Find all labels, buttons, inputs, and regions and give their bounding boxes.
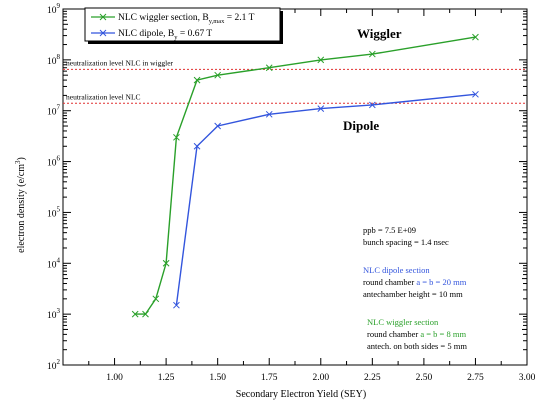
x-tick-label: 1.50 xyxy=(209,373,226,383)
y-axis-label: electron density (e/cm3) xyxy=(14,157,27,253)
y-tick-label: 102 xyxy=(47,358,61,372)
data-point xyxy=(317,56,325,64)
wiggler-chamber: round chamber a = b = 8 mm xyxy=(367,329,466,339)
data-point-stroke xyxy=(142,310,149,318)
param-bunch-spacing: bunch spacing = 1.4 nsec xyxy=(363,237,449,247)
legend-wiggler-tail: = 2.1 T xyxy=(224,13,254,23)
x-tick-label: 2.50 xyxy=(416,373,433,383)
x-tick-label: 3.00 xyxy=(519,373,536,383)
dipole-antechamber: antechamber height = 10 mm xyxy=(363,289,463,299)
data-point-stroke xyxy=(173,301,180,309)
y-tick-label: 104 xyxy=(47,256,61,270)
legend-box xyxy=(84,7,281,42)
wiggler-chamber-value: a = b = 8 mm xyxy=(420,329,466,339)
legend-wiggler-label: NLC wiggler section, By,max = 2.1 T xyxy=(118,13,255,25)
reference-lines: neutralization level NLC in wiggler neutr… xyxy=(63,58,527,104)
data-point xyxy=(368,50,376,58)
data-point-stroke xyxy=(368,101,376,109)
data-point xyxy=(214,122,222,130)
data-point xyxy=(265,64,273,72)
data-point-stroke xyxy=(152,295,160,303)
y-axis-label-main: electron density (e/cm xyxy=(16,164,27,253)
y-tick-label: 103 xyxy=(47,307,61,321)
data-point xyxy=(265,110,273,118)
y-tick-label: 106 xyxy=(47,155,61,169)
data-point xyxy=(193,142,201,150)
data-point xyxy=(173,301,180,309)
dipole-chamber: round chamber a = b = 20 mm xyxy=(363,277,467,287)
wiggler-antechamber: antech. on both sides = 5 mm xyxy=(367,341,467,351)
data-point xyxy=(472,33,479,41)
wiggler-section-title: NLC wiggler section xyxy=(367,317,439,327)
data-point-stroke xyxy=(317,56,325,64)
data-point xyxy=(131,310,139,318)
legend-wiggler-sub: y,max xyxy=(209,18,225,25)
data-point-stroke xyxy=(368,50,376,58)
dipole-chamber-value: a = b = 20 mm xyxy=(416,277,466,287)
legend-wiggler-main: NLC wiggler section, B xyxy=(118,13,209,23)
y-tick-label: 105 xyxy=(47,205,61,219)
legend-wiggler-marker xyxy=(99,13,107,21)
data-point xyxy=(173,133,180,141)
x-tick-label: 1.25 xyxy=(158,373,175,383)
series-layer xyxy=(131,33,479,318)
data-point xyxy=(368,101,376,109)
data-point-stroke xyxy=(214,122,222,130)
parameters-block: ppb = 7.5 E+09 bunch spacing = 1.4 nsec … xyxy=(363,225,467,351)
data-point-stroke xyxy=(131,310,139,318)
param-ppb: ppb = 7.5 E+09 xyxy=(363,225,416,235)
legend-dipole-tail: = 0.67 T xyxy=(177,29,212,39)
data-point-stroke xyxy=(265,64,273,72)
data-point xyxy=(162,259,170,267)
data-point-stroke xyxy=(472,33,479,41)
dipole-chamber-prefix: round chamber xyxy=(363,277,416,287)
data-point-stroke xyxy=(472,90,479,98)
x-tick-label: 1.00 xyxy=(106,373,123,383)
wiggler-annotation: Wiggler xyxy=(357,26,402,41)
data-point xyxy=(142,310,149,318)
x-tick-label: 2.00 xyxy=(312,373,329,383)
legend-dipole-sub: y xyxy=(174,34,178,41)
data-point xyxy=(214,71,222,79)
y-tick-label: 109 xyxy=(47,2,61,16)
legend-dipole-label: NLC dipole, By = 0.67 T xyxy=(118,29,212,41)
neutralization-label: neutralization level NLC xyxy=(66,92,141,101)
data-point xyxy=(317,105,325,112)
data-point-stroke xyxy=(317,105,325,112)
data-point-stroke xyxy=(265,110,273,118)
x-tick-label: 2.75 xyxy=(467,373,484,383)
data-point-stroke xyxy=(173,133,180,141)
wiggler-chamber-prefix: round chamber xyxy=(367,329,420,339)
y-tick-label: 107 xyxy=(47,104,61,118)
y-tick-label: 108 xyxy=(47,53,61,67)
x-axis-label: Secondary Electron Yield (SEY) xyxy=(236,389,366,400)
dipole-section-title: NLC dipole section xyxy=(363,265,430,275)
data-point-stroke xyxy=(214,71,222,79)
data-point-stroke xyxy=(162,259,170,267)
data-point xyxy=(193,76,201,84)
neutralization-label: neutralization level NLC in wiggler xyxy=(66,58,174,67)
y-axis-label-tail: ) xyxy=(16,157,27,160)
axis-ticks: 1.00 1.25 1.50 1.75 2.00 2.25 2.50 2.75 3.00 102 1… xyxy=(47,2,536,383)
data-point-stroke xyxy=(193,76,201,84)
data-point-stroke xyxy=(193,142,201,150)
data-point xyxy=(472,90,479,98)
data-point xyxy=(152,295,160,303)
legend: NLC wiggler section, By,max = 2.1 T NLC … xyxy=(84,7,283,44)
x-tick-label: 1.75 xyxy=(261,373,278,383)
legend-dipole-main: NLC dipole, B xyxy=(118,29,174,39)
legend-dipole-marker xyxy=(99,29,107,37)
series-line xyxy=(175,93,476,306)
y-axis-label-sup: 3 xyxy=(14,160,22,164)
x-tick-label: 2.25 xyxy=(364,373,381,383)
dipole-annotation: Dipole xyxy=(343,118,379,133)
